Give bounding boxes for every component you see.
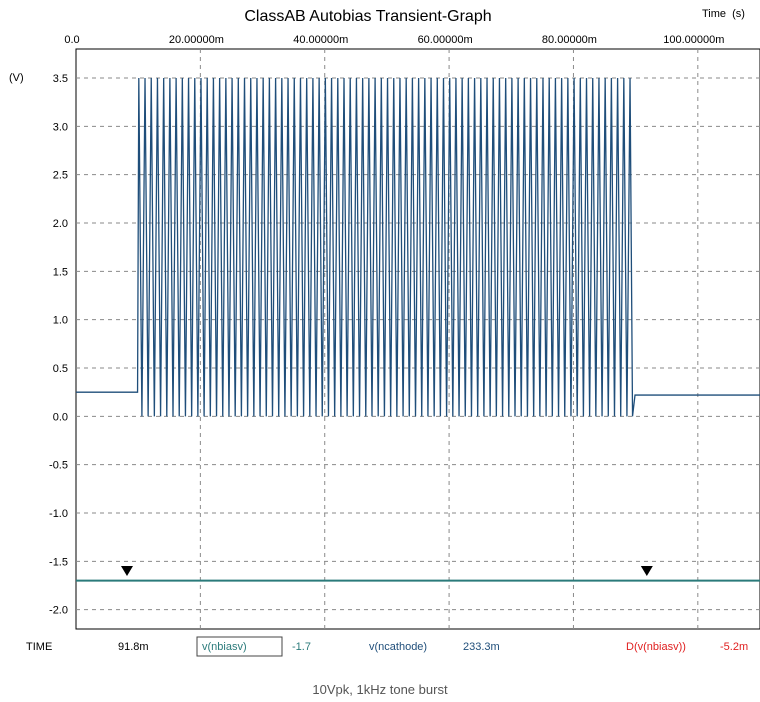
readout-probe1-box[interactable] [196,636,283,657]
cursor-marker-1[interactable] [120,566,133,576]
y-tick-label: 1.5 [53,266,68,278]
y-tick-label: 0.5 [53,363,68,375]
cursor-markers[interactable] [120,566,653,576]
readout-probe3-value: -5.2m [720,641,748,653]
y-tick-label: 3.0 [53,121,68,133]
y-tick-label: -0.5 [49,460,68,472]
readout-probe1-value: -1.7 [292,641,311,653]
chart-title: ClassAB Autobias Transient-Graph [244,8,491,25]
y-tick-label: -1.5 [49,556,68,568]
x-tick-label: 40.00000m [293,34,348,46]
x-tick-label: 0.0 [64,34,79,46]
y-axis-label: (V) [9,72,24,84]
x-tick-label: 20.00000m [169,34,224,46]
y-tick-label: 0.0 [53,411,68,423]
series-line-ncathode [76,77,760,417]
x-tick-label: 80.00000m [542,34,597,46]
cursor-marker-2[interactable] [640,566,653,576]
series-group [76,77,760,582]
readout-probe2-label: v(ncathode) [369,641,427,653]
x-axis-label: Time (s) [702,8,745,20]
y-tick-label: 1.0 [53,315,68,327]
y-tick-label: -2.0 [49,605,68,617]
readout-probe3-label: D(v(nbiasv)) [626,641,686,653]
y-tick-label: 3.5 [53,73,68,85]
plot-area [75,48,760,630]
y-tick-labels: 3.5 3.0 2.5 2.0 1.5 1.0 0.5 0.0 -0.5 -1.0 -1.5 -2.0 [49,73,68,617]
readout-time-label: TIME [26,641,52,653]
y-tick-label: -1.0 [49,508,68,520]
readout-probe2-value: 233.3m [463,641,500,653]
y-tick-label: 2.5 [53,170,68,182]
x-tick-label: 100.00000m [663,34,724,46]
figure-caption: 10Vpk, 1kHz tone burst [312,682,448,697]
readout-probe1-label: v(nbiasv) [202,641,247,653]
x-tick-label: 60.00000m [418,34,473,46]
x-tick-labels: 0.0 20.00000m 40.00000m 60.00000m 80.00000m 1… [64,34,724,46]
y-tick-label: 2.0 [53,218,68,230]
readout-time-value: 91.8m [118,641,149,653]
